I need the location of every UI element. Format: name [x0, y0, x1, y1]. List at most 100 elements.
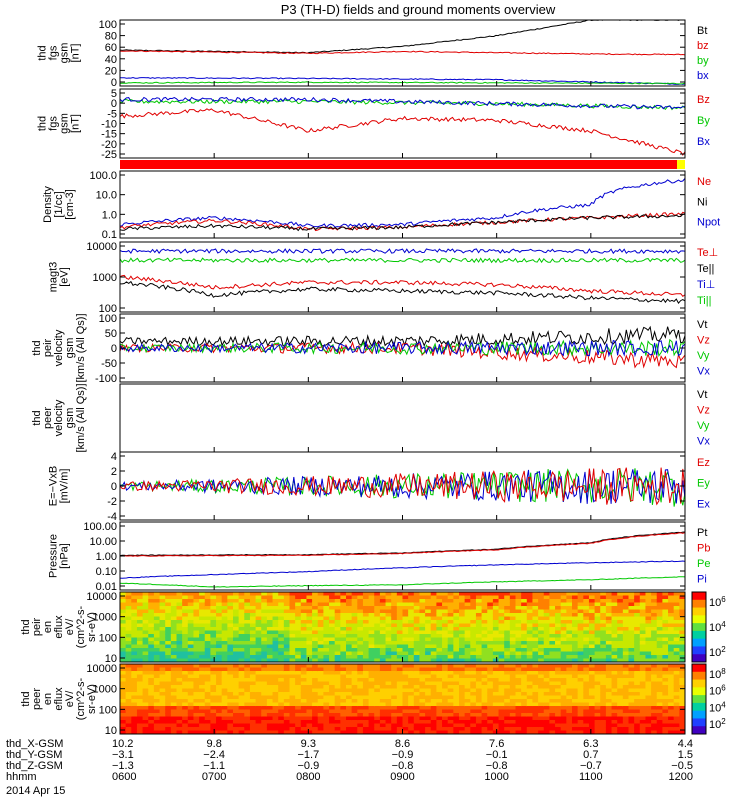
- spectrogram-cell: [583, 664, 590, 669]
- spectrogram-cell: [617, 595, 624, 600]
- colorbar-tick-label: 102: [709, 645, 726, 660]
- spectrogram-cell: [442, 648, 449, 653]
- spectrogram-cell: [459, 671, 466, 676]
- spectrogram-cell: [634, 616, 641, 621]
- spectrogram-cell: [187, 616, 195, 621]
- spectrogram-cell: [442, 634, 449, 639]
- spectrogram-cell: [176, 720, 183, 725]
- series-line-Vz: [120, 340, 685, 369]
- spectrogram-cell: [662, 678, 669, 683]
- spectrogram-cell: [453, 720, 460, 725]
- spectrogram-cell: [357, 681, 364, 686]
- spectrogram-cell: [498, 685, 505, 690]
- spectrogram-cell: [459, 730, 466, 734]
- spectrogram-cell: [679, 716, 685, 721]
- spectrogram-cell: [249, 706, 257, 711]
- spectrogram-cell: [413, 702, 421, 707]
- spectrogram-cell: [221, 709, 228, 714]
- spectrogram-cell: [673, 630, 680, 635]
- spectrogram-cell: [645, 658, 652, 662]
- spectrogram-cell: [120, 692, 127, 697]
- spectrogram-cell: [617, 674, 624, 679]
- spectrogram-cell: [651, 695, 658, 700]
- spectrogram-cell: [470, 648, 477, 653]
- spectrogram-cell: [560, 727, 567, 732]
- spectrogram-cell: [492, 655, 500, 660]
- spectrogram-cell: [566, 706, 573, 711]
- spectrogram-cell: [521, 709, 528, 714]
- spectrogram-cell: [379, 695, 387, 700]
- spectrogram-cell: [645, 713, 652, 718]
- spectrogram-cell: [668, 692, 675, 697]
- spectrogram-cell: [227, 709, 234, 714]
- spectrogram-cell: [142, 685, 149, 690]
- spectrogram-cell: [555, 730, 562, 734]
- spectrogram-cell: [199, 688, 206, 693]
- spectrogram-cell: [470, 602, 477, 607]
- spectrogram-cell: [464, 602, 471, 607]
- spectrogram-cell: [408, 692, 415, 697]
- spectrogram-cell: [131, 641, 138, 646]
- spectrogram-cell: [594, 727, 601, 732]
- spectrogram-cell: [233, 713, 240, 718]
- y-tick-label: 1.0: [102, 209, 117, 221]
- spectrogram-cell: [515, 592, 522, 597]
- spectrogram-cell: [656, 620, 663, 625]
- spectrogram-cell: [193, 623, 200, 628]
- spectrogram-cell: [668, 648, 675, 653]
- spectrogram-cell: [148, 620, 155, 625]
- spectrogram-cell: [125, 681, 132, 686]
- spectrogram-cell: [645, 599, 652, 604]
- spectrogram-cell: [408, 627, 415, 632]
- spectrogram-cell: [385, 713, 392, 718]
- spectrogram-cell: [526, 685, 534, 690]
- spectrogram-cell: [442, 720, 449, 725]
- spectrogram-cell: [278, 627, 285, 632]
- spectrogram-cell: [492, 613, 500, 618]
- spectrogram-cell: [148, 699, 155, 704]
- spectrogram-cell: [391, 599, 398, 604]
- spectrogram-cell: [425, 609, 432, 614]
- spectrogram-cell: [560, 637, 567, 642]
- spectrogram-cell: [346, 709, 353, 714]
- spectrogram-cell: [136, 709, 144, 714]
- spectrogram-cell: [453, 651, 460, 656]
- spectrogram-cell: [504, 688, 511, 693]
- spectrogram-cell: [357, 627, 364, 632]
- spectrogram-cell: [295, 630, 302, 635]
- spectrogram-cell: [368, 709, 375, 714]
- y-tick-label: -4: [107, 511, 117, 523]
- spectrogram-cell: [464, 667, 471, 672]
- spectrogram-cell: [419, 699, 426, 704]
- spectrogram-cell: [379, 630, 387, 635]
- spectrogram-cell: [227, 602, 234, 607]
- spectrogram-cell: [572, 674, 579, 679]
- spectrogram-cell: [475, 627, 483, 632]
- spectrogram-cell: [668, 664, 675, 669]
- spectrogram-cell: [538, 709, 545, 714]
- spectrogram-cell: [447, 671, 454, 676]
- spectrogram-cell: [300, 637, 308, 642]
- spectrogram-cell: [289, 695, 296, 700]
- spectrogram-cell: [639, 627, 647, 632]
- spectrogram-cell: [594, 706, 601, 711]
- spectrogram-cell: [543, 716, 550, 721]
- spectrogram-cell: [617, 723, 624, 728]
- spectrogram-cell: [289, 720, 296, 725]
- y-tick-label: 60: [105, 42, 117, 54]
- spectrogram-cell: [538, 616, 545, 621]
- y-axis-label-line: sr-eV): [86, 612, 98, 642]
- spectrogram-cell: [148, 644, 155, 649]
- spectrogram-cell: [385, 606, 392, 611]
- spectrogram-cell: [594, 678, 601, 683]
- spectrogram-cell: [142, 688, 149, 693]
- spectrogram-cell: [323, 720, 330, 725]
- spectrogram-cell: [408, 727, 415, 732]
- spectrogram-cell: [272, 602, 279, 607]
- spectrogram-cell: [368, 599, 375, 604]
- spectrogram-cell: [645, 634, 652, 639]
- spectrogram-cell: [419, 695, 426, 700]
- spectrogram-cell: [509, 664, 517, 669]
- spectrogram-cell: [662, 641, 669, 646]
- spectrogram-cell: [492, 664, 500, 669]
